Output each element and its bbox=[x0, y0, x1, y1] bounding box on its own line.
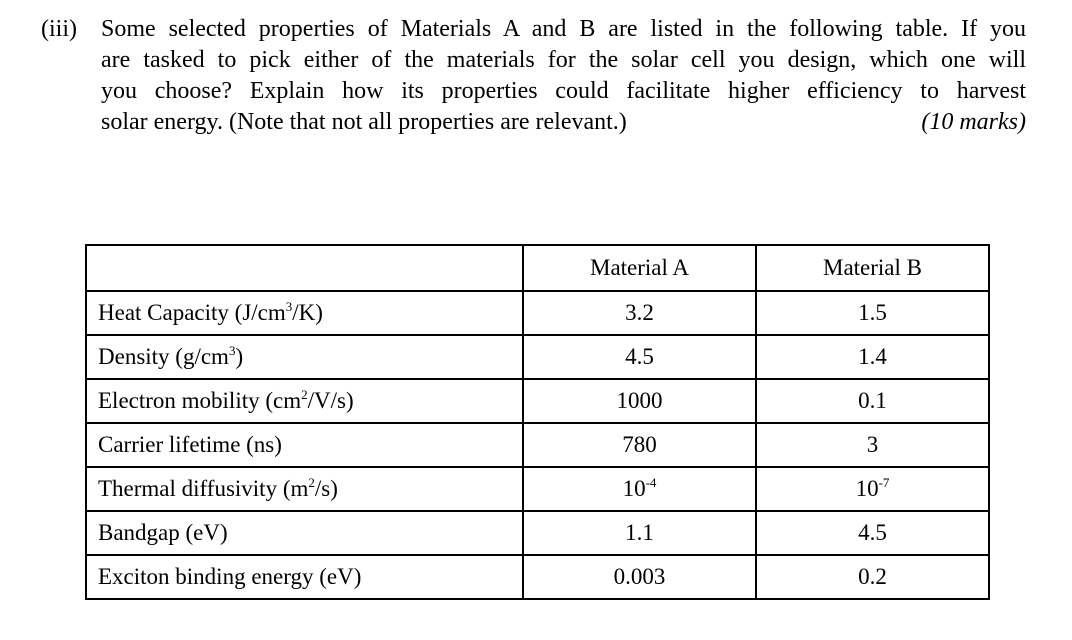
material-a-cell: 1000 bbox=[522, 378, 757, 424]
question-line-1: Some selected properties of Materials A … bbox=[101, 16, 1026, 42]
material-a-cell: 3.2 bbox=[522, 290, 757, 336]
property-cell: Bandgap (eV) bbox=[85, 510, 524, 556]
table-row: Heat Capacity (J/cm3/K) 3.2 1.5 bbox=[85, 290, 990, 336]
question-line-3: you choose? Explain how its properties c… bbox=[101, 78, 1026, 104]
properties-table: Material A Material B Heat Capacity (J/c… bbox=[85, 244, 990, 600]
material-a-cell: 1.1 bbox=[522, 510, 757, 556]
property-cell: Exciton binding energy (eV) bbox=[85, 554, 524, 600]
table-header-row: Material A Material B bbox=[85, 244, 990, 292]
question-number: (iii) bbox=[41, 16, 77, 42]
table-row: Electron mobility (cm2/V/s) 1000 0.1 bbox=[85, 378, 990, 424]
marks-label: (10 marks) bbox=[921, 109, 1026, 135]
question-line-4: solar energy. (Note that not all propert… bbox=[101, 107, 1026, 138]
material-a-cell: 4.5 bbox=[522, 334, 757, 380]
property-cell: Heat Capacity (J/cm3/K) bbox=[85, 290, 524, 336]
material-b-cell: 10-7 bbox=[755, 466, 990, 512]
question-line-2: are tasked to pick either of the materia… bbox=[101, 47, 1026, 73]
material-a-cell: 10-4 bbox=[522, 466, 757, 512]
property-cell: Thermal diffusivity (m2/s) bbox=[85, 466, 524, 512]
header-material-b: Material B bbox=[755, 244, 990, 292]
table-row: Exciton binding energy (eV) 0.003 0.2 bbox=[85, 554, 990, 600]
question-text: Some selected properties of Materials A … bbox=[101, 14, 1026, 138]
material-a-cell: 0.003 bbox=[522, 554, 757, 600]
header-property bbox=[85, 244, 524, 292]
material-a-cell: 780 bbox=[522, 422, 757, 468]
property-cell: Electron mobility (cm2/V/s) bbox=[85, 378, 524, 424]
property-cell: Carrier lifetime (ns) bbox=[85, 422, 524, 468]
material-b-cell: 4.5 bbox=[755, 510, 990, 556]
table-row: Carrier lifetime (ns) 780 3 bbox=[85, 422, 990, 468]
material-b-cell: 1.5 bbox=[755, 290, 990, 336]
material-b-cell: 0.1 bbox=[755, 378, 990, 424]
material-b-cell: 3 bbox=[755, 422, 990, 468]
question-line-4-text: solar energy. (Note that not all propert… bbox=[101, 109, 627, 135]
material-b-cell: 1.4 bbox=[755, 334, 990, 380]
property-cell: Density (g/cm3) bbox=[85, 334, 524, 380]
table-row: Thermal diffusivity (m2/s) 10-4 10-7 bbox=[85, 466, 990, 512]
table-row: Density (g/cm3) 4.5 1.4 bbox=[85, 334, 990, 380]
table-row: Bandgap (eV) 1.1 4.5 bbox=[85, 510, 990, 556]
material-b-cell: 0.2 bbox=[755, 554, 990, 600]
header-material-a: Material A bbox=[522, 244, 757, 292]
